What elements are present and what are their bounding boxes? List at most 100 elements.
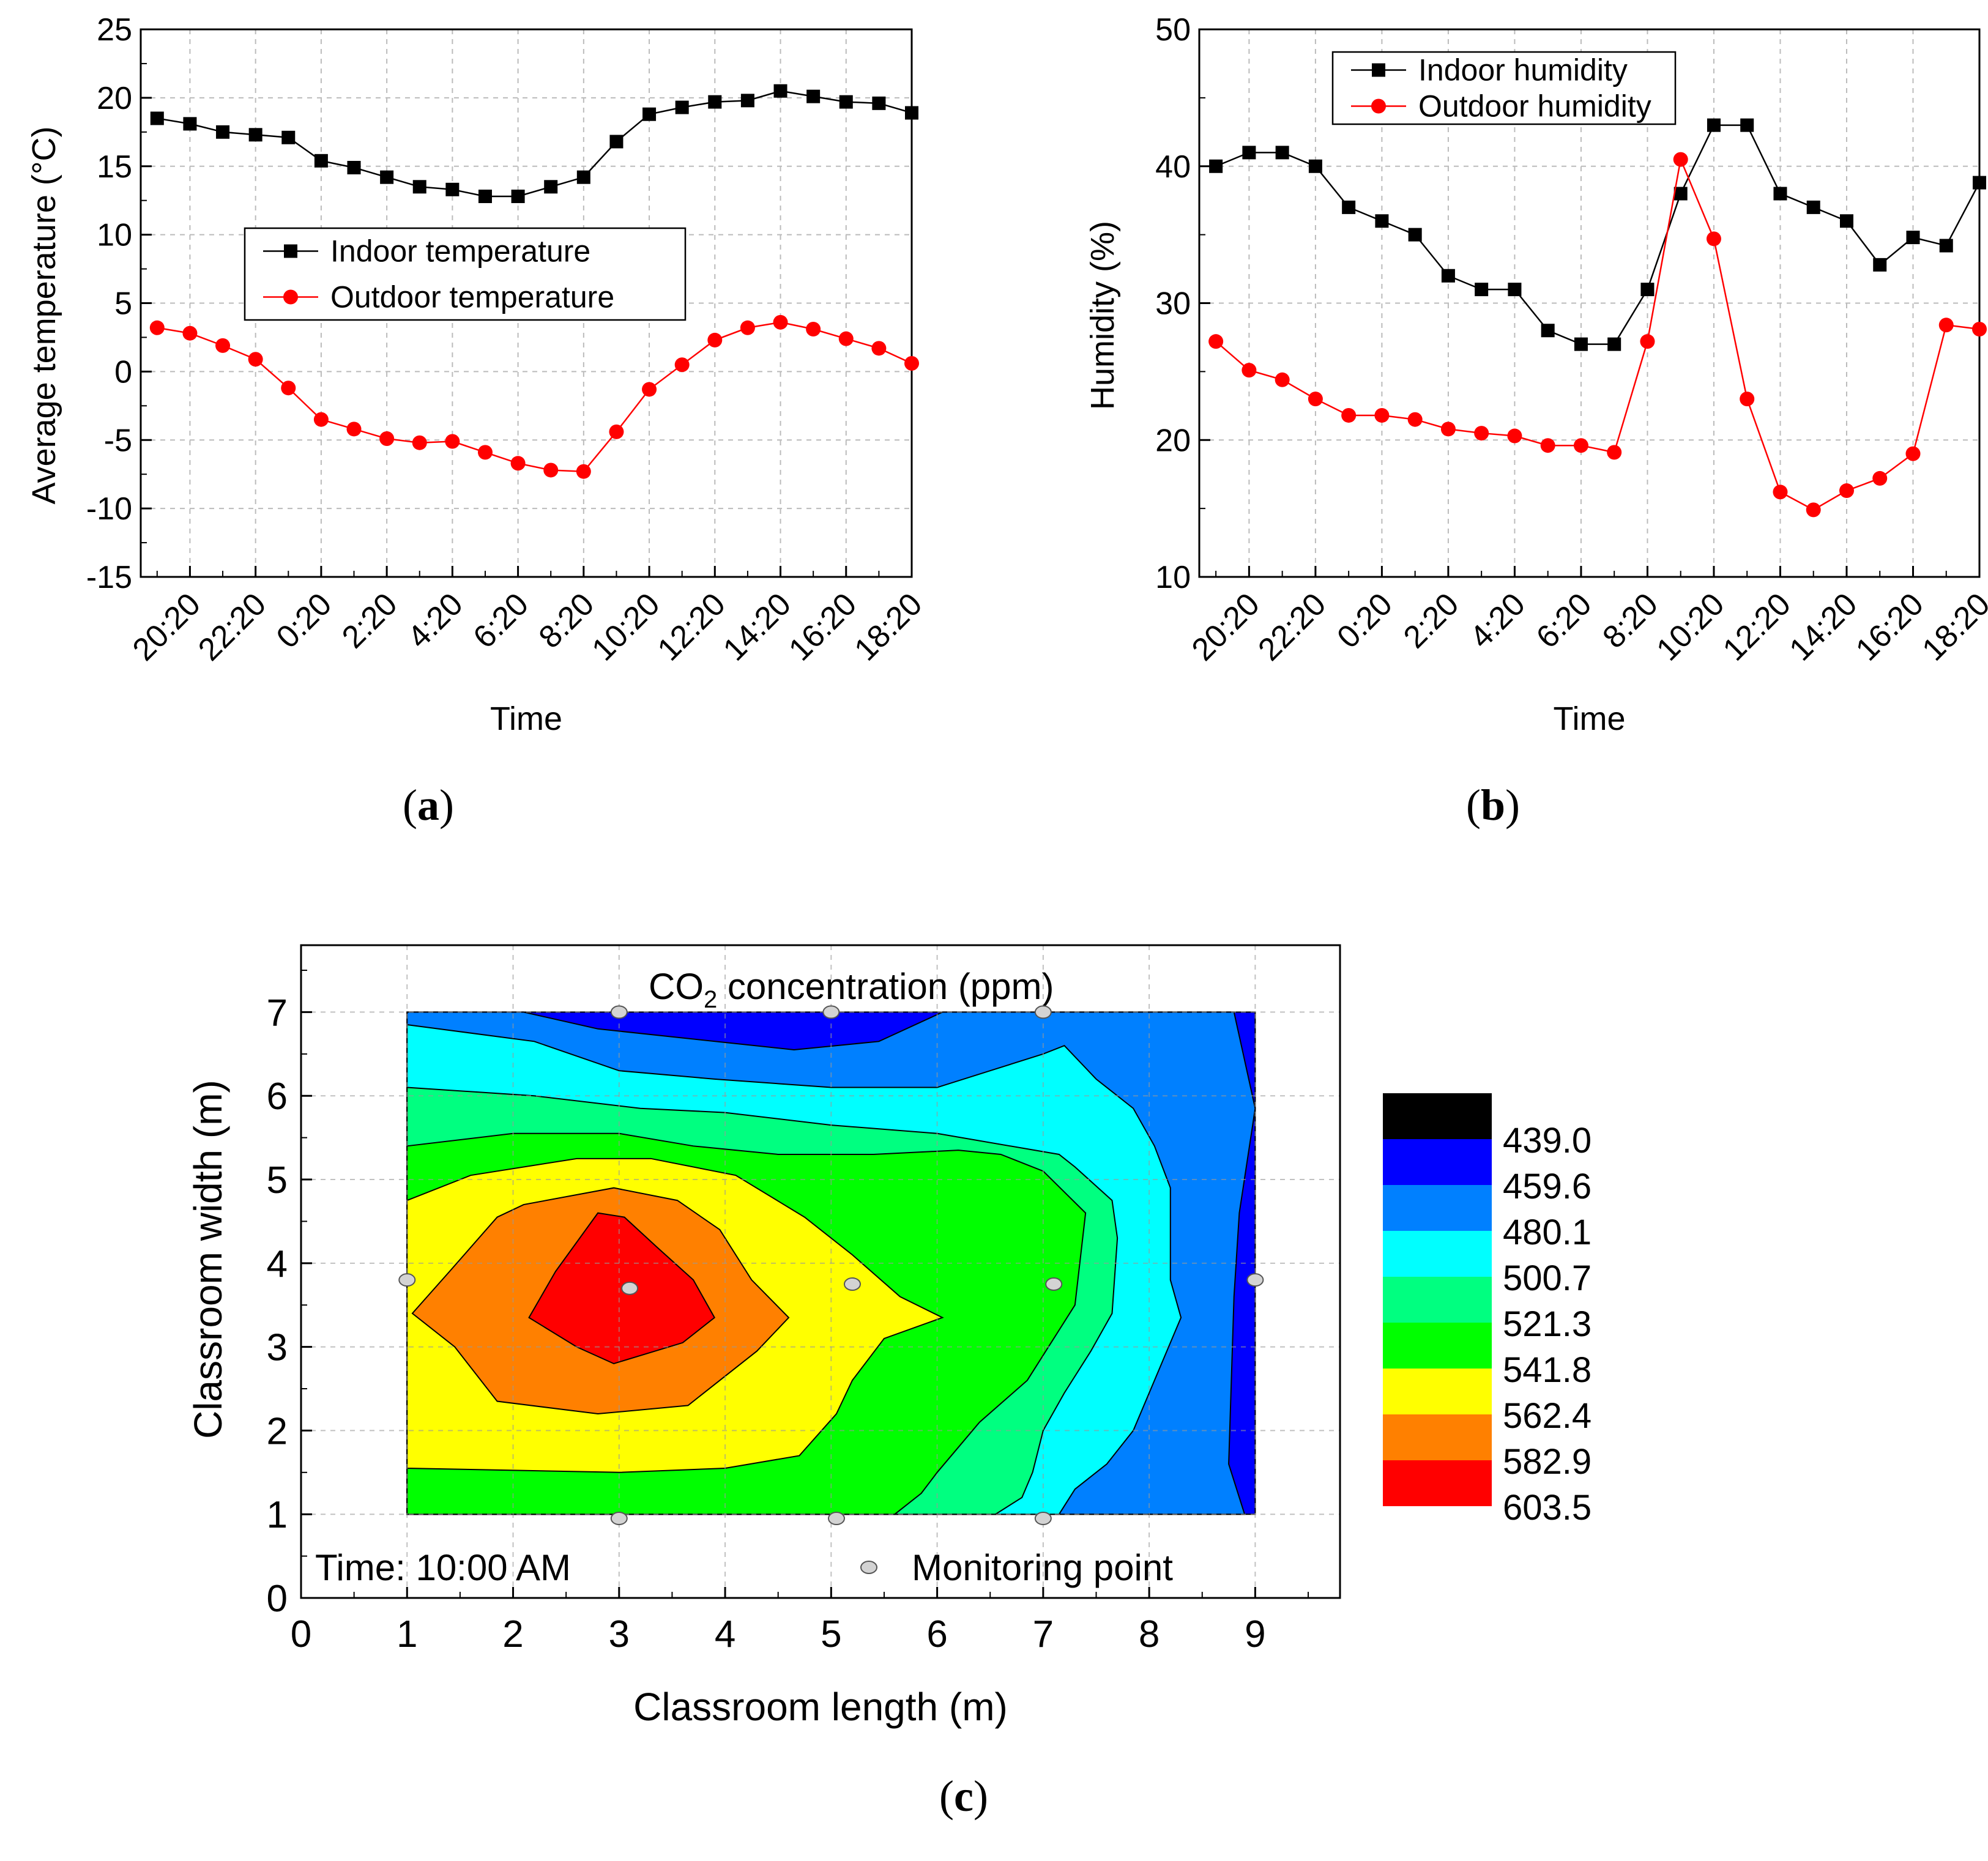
data-point-square xyxy=(1441,269,1455,283)
data-point-circle xyxy=(1374,407,1390,423)
x-tick-label: 4:20 xyxy=(1463,586,1532,655)
data-point-circle xyxy=(642,382,657,397)
y-tick-label: 4 xyxy=(267,1243,288,1285)
legend-monitoring-point-marker xyxy=(860,1561,877,1574)
legend-monitoring-point-label: Monitoring point xyxy=(912,1547,1173,1588)
data-point-circle xyxy=(773,314,788,330)
data-point-square xyxy=(1707,118,1721,132)
x-tick-label: 14:20 xyxy=(717,586,798,667)
monitoring-point-marker xyxy=(621,1281,639,1295)
data-point-square xyxy=(642,107,657,121)
data-point-circle xyxy=(1673,152,1688,167)
data-point-square xyxy=(872,96,886,110)
data-point-circle xyxy=(1440,422,1456,437)
panel-c-label: (c) xyxy=(939,1772,988,1821)
x-tick-label: 20:20 xyxy=(126,586,207,667)
y-tick-label: 3 xyxy=(267,1327,288,1369)
data-point-circle xyxy=(1407,412,1423,427)
colorbar-swatch xyxy=(1383,1323,1492,1369)
x-tick-label: 18:20 xyxy=(1915,586,1988,667)
data-point-circle xyxy=(379,431,395,447)
data-point-circle xyxy=(445,434,460,449)
x-axis-title: Time xyxy=(1554,700,1626,737)
x-tick-label: 6 xyxy=(926,1613,947,1655)
monitoring-point-marker xyxy=(822,1005,840,1019)
data-point-circle xyxy=(1839,483,1854,499)
monitoring-point-marker xyxy=(610,1512,628,1526)
panel-c-co2-contour-chart: 0 1 2 3 4 5 6 7 8 9 0 1 2 3 4 5 6 7 Classroom length (m) Cl… xyxy=(186,944,1592,1821)
x-tick-label: 4:20 xyxy=(401,586,470,655)
colorbar-label: 500.7 xyxy=(1503,1258,1592,1298)
panel-letter: a xyxy=(417,781,439,830)
y-tick-label: -15 xyxy=(86,560,132,595)
colorbar-label: 521.3 xyxy=(1503,1304,1592,1344)
chart-title-part: 2 xyxy=(704,986,717,1013)
x-tick-label: 18:20 xyxy=(847,586,929,667)
data-point-circle xyxy=(510,456,526,471)
y-tick-label: 7 xyxy=(267,992,288,1034)
series-line xyxy=(1215,124,1981,345)
x-tick-label: 16:20 xyxy=(1849,586,1930,667)
y-tick-label: 6 xyxy=(267,1075,288,1118)
data-point-square xyxy=(1873,258,1887,272)
data-point-square xyxy=(445,182,460,196)
x-tick-label: 10:20 xyxy=(586,586,667,667)
x-axis-title: Time xyxy=(490,700,562,737)
data-point-square xyxy=(740,94,754,108)
data-point-square xyxy=(609,135,624,149)
data-point-circle xyxy=(1540,438,1555,453)
colorbar-swatch xyxy=(1383,1185,1492,1231)
y-tick-label: 25 xyxy=(97,12,132,48)
x-tick-label: 5 xyxy=(821,1613,841,1655)
colorbar-swatch xyxy=(1383,1139,1492,1185)
y-tick-label: -10 xyxy=(86,491,132,527)
legend-marker-square xyxy=(284,244,297,258)
data-point-circle xyxy=(806,322,821,337)
series-indoor-temperature xyxy=(150,84,918,203)
data-point-circle xyxy=(904,355,919,371)
data-point-circle xyxy=(313,412,329,427)
monitoring-point-marker xyxy=(398,1273,416,1287)
data-point-square xyxy=(1806,200,1820,214)
data-point-circle xyxy=(1507,428,1522,444)
data-point-square xyxy=(839,95,853,109)
data-point-square xyxy=(708,95,722,109)
data-point-circle xyxy=(1573,438,1588,453)
data-point-square xyxy=(1541,324,1555,338)
data-point-square xyxy=(1475,283,1489,297)
data-point-circle xyxy=(1208,334,1224,349)
colorbar-swatch xyxy=(1383,1093,1492,1139)
data-point-circle xyxy=(1474,426,1489,441)
data-point-circle xyxy=(1972,322,1987,337)
colorbar-label: 439.0 xyxy=(1503,1121,1592,1161)
data-point-circle xyxy=(477,445,493,460)
y-tick-label: 0 xyxy=(267,1578,288,1620)
data-point-square xyxy=(1973,176,1986,190)
monitoring-point-marker xyxy=(1045,1277,1063,1291)
chart-title-part: CO xyxy=(649,966,704,1007)
x-tick-label: 14:20 xyxy=(1782,586,1864,667)
data-point-circle xyxy=(1872,470,1888,486)
data-point-square xyxy=(576,170,590,184)
y-tick-label: 5 xyxy=(114,286,132,322)
legend-marker-circle xyxy=(1371,98,1386,114)
y-tick-label: -5 xyxy=(104,423,132,458)
data-point-square xyxy=(1574,337,1588,351)
y-axis-title: Classroom width (m) xyxy=(186,1080,230,1439)
monitoring-point-marker xyxy=(827,1512,845,1526)
data-point-circle xyxy=(281,381,296,396)
legend-box xyxy=(1331,51,1677,125)
legend-label: Outdoor temperature xyxy=(330,280,614,314)
data-point-circle xyxy=(1308,392,1323,407)
legend-label: Indoor humidity xyxy=(1418,53,1628,87)
data-point-circle xyxy=(1806,502,1821,518)
data-point-circle xyxy=(1607,445,1622,460)
data-point-circle xyxy=(609,424,624,439)
data-point-circle xyxy=(1773,485,1788,500)
data-point-square xyxy=(1209,159,1223,173)
data-point-circle xyxy=(1938,318,1954,333)
x-tick-label: 2 xyxy=(502,1613,523,1655)
